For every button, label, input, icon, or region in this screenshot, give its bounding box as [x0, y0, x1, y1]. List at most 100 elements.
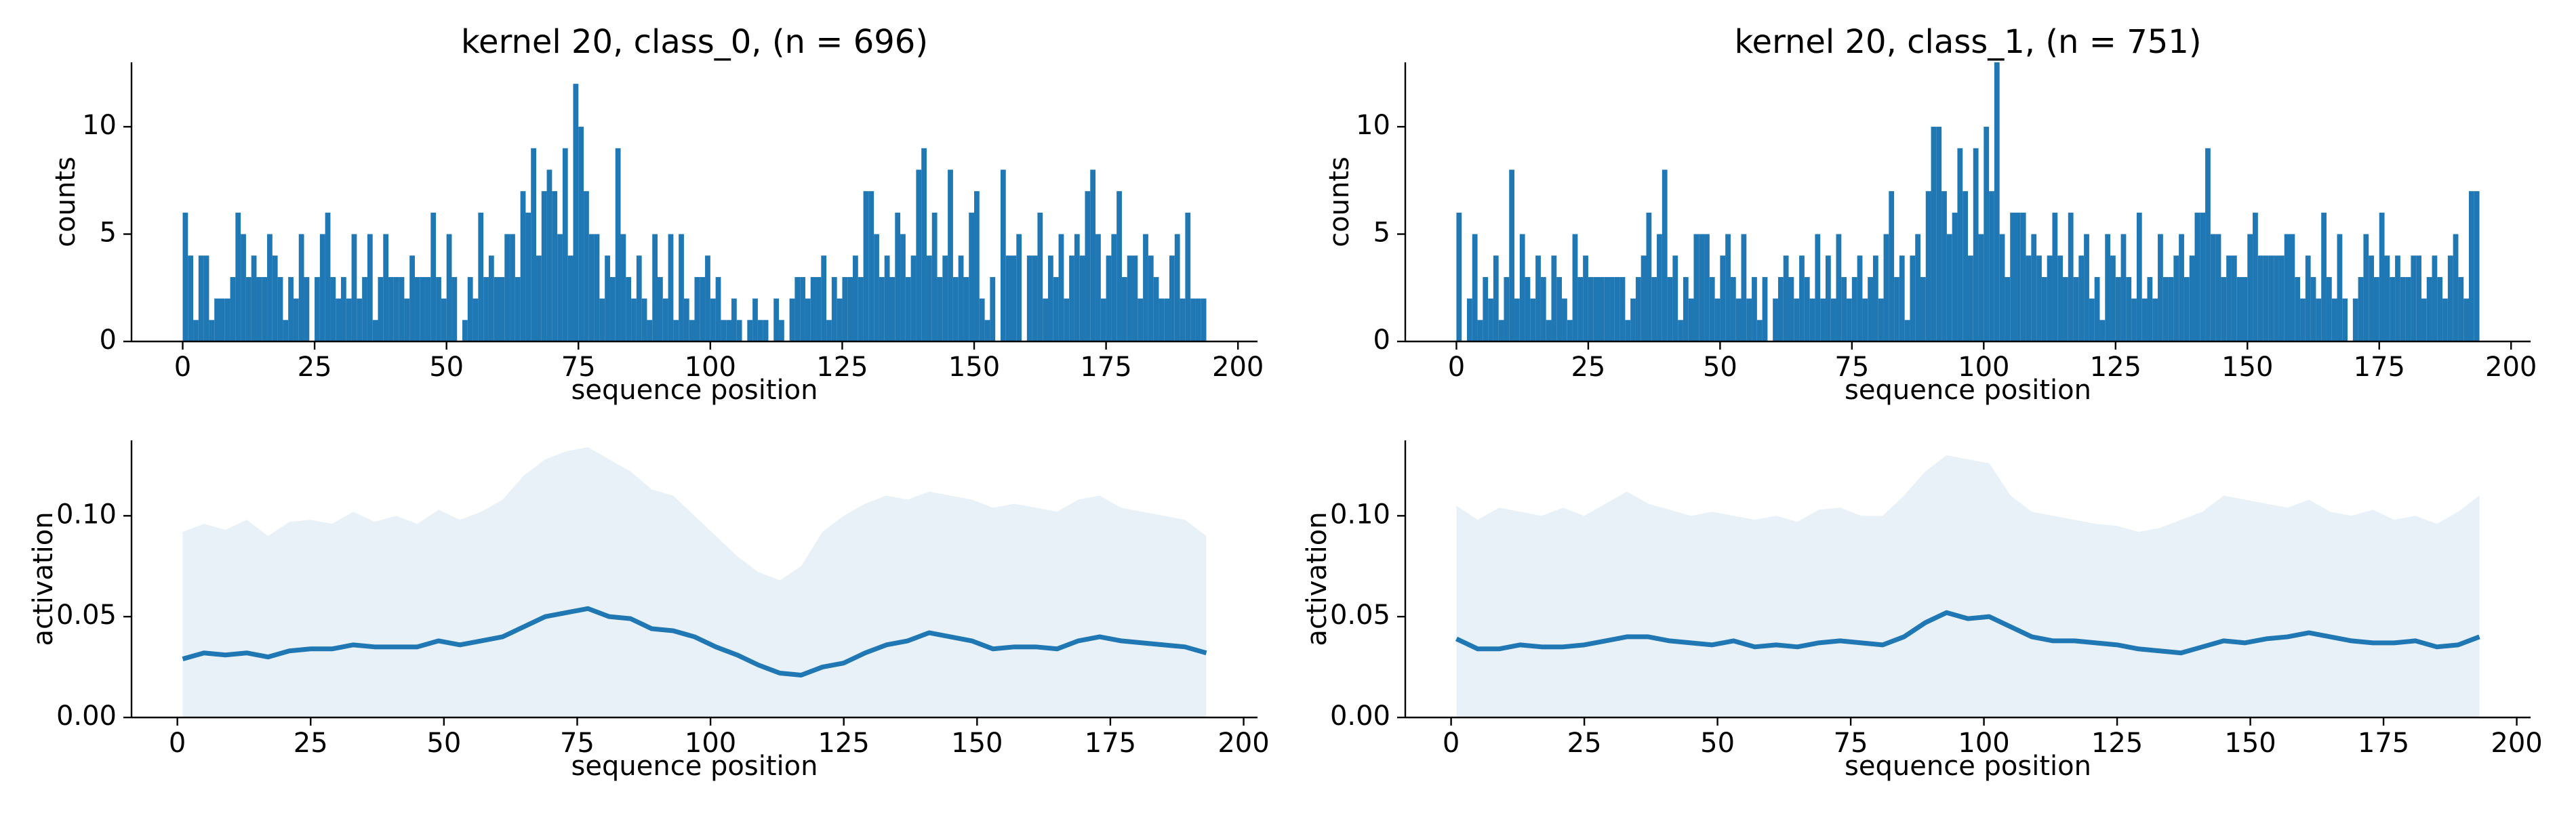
bar	[2458, 276, 2464, 341]
bar	[451, 276, 458, 341]
bar	[1952, 212, 1958, 341]
bar	[2141, 298, 2148, 341]
bar	[267, 234, 273, 341]
bar	[2162, 276, 2169, 341]
bar	[609, 276, 616, 341]
x-tick-label: 175	[2354, 352, 2405, 383]
x-tick-label: 50	[426, 728, 461, 759]
bar	[2284, 234, 2290, 341]
bar	[984, 320, 990, 341]
bar	[2005, 276, 2011, 341]
bar	[488, 255, 494, 341]
x-tick-label: 200	[1217, 728, 1269, 759]
bar	[2437, 276, 2443, 341]
bar	[1185, 212, 1191, 341]
bar	[1662, 169, 1668, 341]
bar	[383, 234, 389, 341]
bar	[1973, 148, 1979, 341]
bar	[2189, 255, 2195, 341]
bar	[1195, 298, 1201, 341]
bar	[1746, 298, 1752, 341]
bar	[2379, 212, 2385, 341]
x-tick-label: 125	[818, 728, 870, 759]
x-tick-label: 125	[2091, 728, 2143, 759]
bar	[319, 234, 325, 341]
bar	[2300, 298, 2306, 341]
bar	[2194, 212, 2200, 341]
bar	[1090, 169, 1096, 341]
bar	[1841, 276, 1847, 341]
bar	[1672, 255, 1678, 341]
bar	[910, 255, 917, 341]
bar	[2321, 212, 2327, 341]
bar	[868, 191, 874, 341]
bar	[584, 191, 589, 341]
bar	[1720, 255, 1726, 341]
bar	[2047, 255, 2053, 341]
bar	[2468, 191, 2474, 341]
bar	[2432, 255, 2438, 341]
bar	[1456, 212, 1462, 341]
bar	[1190, 298, 1196, 341]
bar	[425, 276, 431, 341]
x-tick-label: 175	[2358, 728, 2409, 759]
x-tick-label: 200	[1212, 352, 1264, 383]
bar	[942, 255, 948, 341]
bar	[1583, 255, 1588, 341]
bar	[1994, 62, 2000, 341]
bar	[1635, 276, 1641, 341]
y-axis-label: counts	[1324, 157, 1355, 247]
bar	[1598, 276, 1605, 341]
bar	[1868, 276, 1873, 341]
x-tick-label: 200	[2491, 728, 2542, 759]
x-tick-label: 75	[561, 352, 596, 383]
y-axis-label: activation	[28, 512, 59, 646]
bar	[2390, 276, 2396, 341]
bar	[1752, 276, 1757, 341]
y-tick-label: 5	[1373, 217, 1390, 249]
bar	[990, 276, 996, 341]
bar	[2168, 276, 2174, 341]
bar	[1872, 255, 1878, 341]
x-axis-label: sequence position	[1845, 751, 2091, 782]
bar	[673, 320, 679, 341]
bar	[1910, 255, 1916, 341]
bar	[1773, 298, 1778, 341]
bar	[1799, 255, 1805, 341]
bar	[2295, 276, 2301, 341]
bar	[2253, 212, 2258, 341]
x-axis-label: sequence position	[571, 751, 818, 782]
y-axis-label: counts	[50, 157, 81, 247]
bar	[2274, 255, 2279, 341]
bar	[821, 255, 827, 341]
bar	[1180, 298, 1186, 341]
bar	[2026, 255, 2032, 341]
bar	[2084, 234, 2089, 341]
bar	[446, 234, 452, 341]
bar	[805, 298, 811, 341]
bar	[679, 234, 684, 341]
bar	[499, 276, 505, 341]
bar	[926, 255, 932, 341]
bar	[710, 298, 716, 341]
bar	[1957, 148, 1963, 341]
bar	[1630, 298, 1636, 341]
bar	[272, 255, 278, 341]
bar	[1551, 255, 1557, 341]
bar	[1762, 276, 1768, 341]
bar	[1725, 234, 1731, 341]
bar	[2183, 276, 2190, 341]
bar	[1836, 234, 1842, 341]
bar	[1820, 298, 1826, 341]
bar	[1946, 234, 1952, 341]
bar	[2210, 234, 2216, 341]
band	[182, 447, 1207, 717]
bar	[1651, 276, 1657, 341]
bar	[1815, 234, 1821, 341]
bar	[794, 276, 801, 341]
bar	[2089, 298, 2095, 341]
bar	[963, 276, 969, 341]
bar	[1472, 234, 1478, 341]
bar	[2447, 255, 2453, 341]
